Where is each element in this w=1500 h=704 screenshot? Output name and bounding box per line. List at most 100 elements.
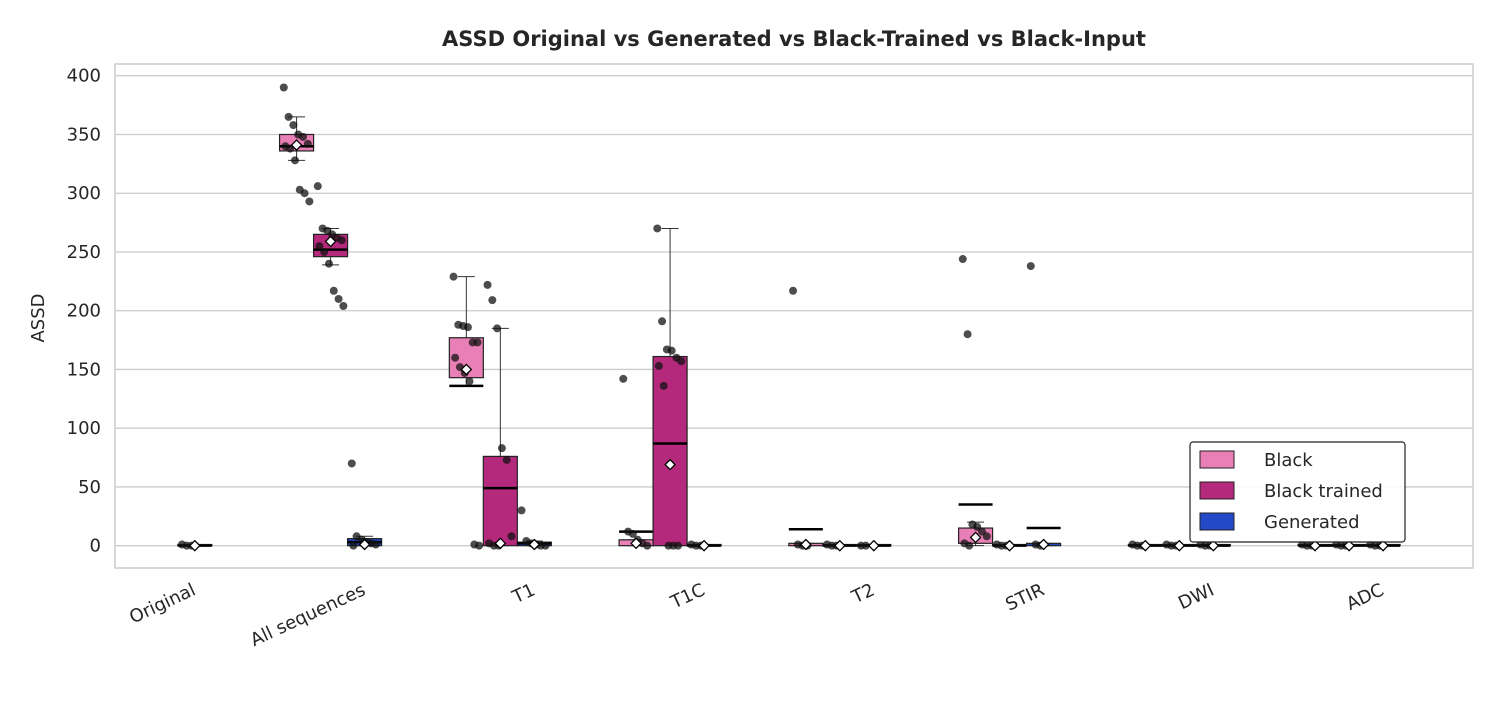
data-point (324, 259, 333, 268)
box-group (278, 83, 315, 206)
mean-marker (799, 538, 812, 551)
data-point (315, 242, 324, 251)
data-point (483, 280, 492, 289)
mean-marker (833, 539, 846, 552)
mean-marker (1207, 539, 1220, 552)
box-group (448, 272, 484, 550)
data-point (493, 324, 502, 333)
box-group (516, 506, 552, 551)
box-group (1297, 539, 1333, 552)
chart-title: ASSD Original vs Generated vs Black-Trai… (442, 27, 1146, 51)
box-group (652, 224, 688, 550)
box-group (991, 539, 1028, 552)
data-point (674, 541, 683, 550)
data-point (313, 182, 322, 191)
legend-frame (1189, 441, 1406, 543)
data-point (497, 444, 506, 453)
data-point (502, 455, 511, 464)
data-point (329, 286, 338, 295)
legend-swatch (1199, 512, 1235, 531)
data-point (982, 532, 991, 541)
data-point (475, 541, 484, 550)
mean-marker (1173, 539, 1186, 552)
box (652, 355, 688, 547)
mean-marker (867, 539, 880, 552)
mean-marker (188, 539, 201, 552)
data-point (298, 132, 307, 141)
legend-swatch (1199, 481, 1235, 500)
data-point (654, 361, 663, 370)
data-point (643, 541, 652, 550)
data-point (320, 247, 329, 256)
data-point (965, 541, 974, 550)
mean-marker (460, 363, 473, 376)
mean-marker (324, 235, 337, 248)
mean-marker (664, 458, 677, 471)
mean-marker (1343, 539, 1355, 552)
data-point (449, 272, 458, 281)
y-tick-label: 200 (67, 301, 101, 322)
mean-marker (1139, 539, 1152, 552)
mean-marker (494, 537, 507, 550)
data-point (300, 189, 309, 198)
y-tick-label: 250 (67, 242, 101, 263)
box-group (482, 280, 518, 550)
data-point (463, 323, 472, 332)
data-point (303, 139, 312, 148)
data-point (334, 294, 343, 303)
mean-marker (1003, 539, 1016, 552)
data-point (658, 317, 667, 326)
data-point (290, 156, 299, 165)
data-point (507, 532, 516, 541)
data-point (473, 338, 482, 347)
y-tick-label: 50 (78, 477, 101, 498)
data-point (279, 83, 288, 92)
data-point (677, 357, 686, 366)
legend-swatch (1199, 450, 1235, 469)
box-group (618, 374, 654, 550)
y-tick-label: 0 (90, 536, 101, 557)
box-group (686, 539, 722, 552)
mean-marker (1377, 539, 1389, 552)
data-point (667, 346, 676, 355)
data-point (371, 540, 380, 549)
box-group (177, 539, 213, 552)
mean-marker (1309, 539, 1321, 552)
box-group (1365, 539, 1401, 552)
y-tick-label: 400 (67, 66, 101, 87)
box-group (1161, 539, 1197, 552)
data-point (349, 541, 358, 550)
box (482, 455, 518, 547)
mean-marker (528, 538, 541, 551)
y-tick-label: 350 (67, 124, 101, 145)
box-group (1025, 262, 1062, 551)
box-group (346, 459, 383, 551)
mean-marker (358, 538, 371, 551)
legend-label: Black (1264, 450, 1313, 471)
data-point (958, 255, 967, 264)
box-group (312, 182, 349, 311)
data-point (347, 459, 356, 468)
data-point (305, 197, 314, 206)
data-point (1026, 262, 1035, 271)
box-group (957, 255, 994, 550)
data-point (619, 374, 628, 383)
mean-marker (1037, 538, 1050, 551)
data-point (628, 529, 637, 538)
data-point (659, 381, 668, 390)
mean-marker (290, 139, 303, 151)
y-tick-label: 150 (67, 359, 101, 380)
mean-marker (698, 539, 711, 552)
data-point (465, 377, 474, 386)
data-point (284, 112, 293, 121)
data-point (289, 121, 298, 130)
data-point (337, 236, 346, 245)
data-point (517, 506, 526, 515)
mean-marker (630, 537, 643, 550)
legend-label: Generated (1264, 512, 1360, 533)
data-point (963, 330, 972, 339)
data-point (541, 541, 550, 550)
data-point (861, 541, 870, 550)
